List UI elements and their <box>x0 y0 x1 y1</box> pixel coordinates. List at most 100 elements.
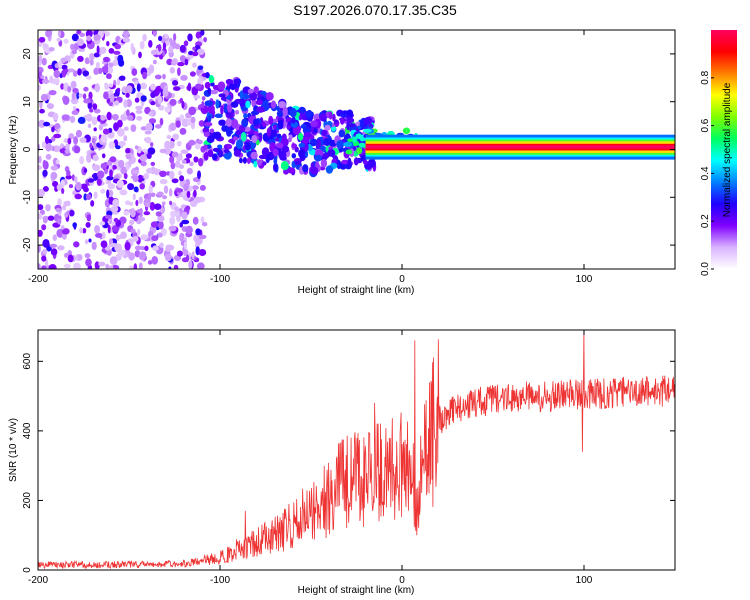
heatmap-cell <box>144 130 152 135</box>
heatmap-cell <box>124 241 131 251</box>
heatmap-cell <box>60 83 65 90</box>
heatmap-cell <box>195 237 203 245</box>
heatmap-cell <box>135 109 143 114</box>
heatmap-cell <box>207 87 212 95</box>
heatmap-cell <box>38 36 46 43</box>
heatmap-cell <box>199 184 206 191</box>
heatmap-cell <box>120 231 127 239</box>
heatmap-cell <box>217 144 223 149</box>
heatmap-cell <box>347 138 354 143</box>
colorbar-label: Normalized spectral amplitude <box>722 82 733 217</box>
heatmap-cell <box>112 198 120 208</box>
heatmap-cell <box>168 225 177 232</box>
heatmap-cell <box>173 33 177 42</box>
heatmap-cell <box>74 193 82 200</box>
heatmap-cell <box>40 93 49 102</box>
heatmap-cell <box>294 160 302 166</box>
heatmap-cell <box>356 147 363 155</box>
heatmap-cell <box>195 83 202 90</box>
snr-panel: -200 -100 0 100 0 200 400 600 Height of straig… <box>8 329 676 596</box>
heatmap-cell <box>57 245 65 251</box>
heatmap-cell <box>61 232 67 240</box>
heatmap-cell <box>143 173 150 180</box>
heatmap-cell <box>51 126 55 133</box>
heatmap-cell <box>183 183 189 192</box>
heatmap-cell <box>175 120 181 128</box>
heatmap-cell <box>203 37 208 43</box>
heatmap-cell <box>353 157 359 166</box>
heatmap-cell <box>89 142 93 149</box>
heatmap-cell <box>89 108 94 113</box>
heatmap-cell <box>206 135 215 143</box>
heatmap-cell <box>120 166 128 175</box>
heatmap-cell <box>319 113 327 121</box>
heatmap-cell <box>46 103 55 110</box>
heatmap-cell <box>217 149 223 158</box>
heatmap-cell <box>106 161 113 166</box>
heatmap-cell <box>181 118 190 127</box>
heatmap-cell <box>193 189 197 198</box>
heatmap-cell <box>251 135 258 143</box>
heatmap-cell <box>38 84 41 91</box>
heatmap-cell <box>42 186 49 192</box>
heatmap-cell <box>93 127 97 132</box>
heatmap-cell <box>92 103 98 110</box>
snr-y-label: SNR (10 * v/v) <box>8 418 19 482</box>
heatmap-cell <box>272 148 279 157</box>
heatmap-cell <box>212 147 220 152</box>
heatmap-cell <box>285 116 292 123</box>
heatmap-cell <box>179 127 187 135</box>
heatmap-cell <box>159 242 164 248</box>
heatmap-cell <box>114 43 122 50</box>
heatmap-cell <box>100 134 108 143</box>
heatmap-cell <box>255 99 263 106</box>
heatmap-cell <box>178 153 183 161</box>
heatmap-cell <box>276 133 282 139</box>
heatmap-cell <box>161 201 166 206</box>
heatmap-cell <box>66 170 71 177</box>
heatmap-cell <box>89 53 95 60</box>
x-tick-label: -100 <box>210 575 230 586</box>
heatmap-cell <box>323 138 332 146</box>
x-tick-label: -200 <box>28 274 48 285</box>
heatmap-cell <box>85 222 91 228</box>
heatmap-cell <box>173 264 179 269</box>
heatmap-cell <box>143 137 149 142</box>
heatmap-cell <box>146 167 154 174</box>
heatmap-cell <box>169 37 173 43</box>
heatmap-cell <box>169 216 176 225</box>
heatmap-cell <box>72 87 79 94</box>
heatmap-y-ticks: -20 -10 0 10 20 <box>22 48 675 252</box>
heatmap-cell <box>63 263 71 269</box>
heatmap-cell <box>181 100 185 109</box>
heatmap-cell <box>109 169 113 178</box>
heatmap-cell <box>142 71 148 80</box>
heatmap-cell <box>91 116 98 126</box>
heatmap-cell <box>176 140 182 147</box>
heatmap-cell <box>79 137 87 143</box>
heatmap-cell <box>276 105 281 112</box>
heatmap-cell <box>42 248 48 254</box>
heatmap-cell <box>321 129 328 137</box>
heatmap-cell <box>289 107 297 118</box>
heatmap-cell <box>177 67 181 76</box>
colorbar-tick-label: 0.0 <box>700 262 711 276</box>
heatmap-cell <box>137 174 143 183</box>
heatmap-cell <box>38 165 42 171</box>
heatmap-cell <box>201 101 205 109</box>
heatmap-cell <box>151 255 158 265</box>
heatmap-cell <box>185 205 191 211</box>
heatmap-cell <box>232 136 239 141</box>
heatmap-cell <box>250 151 258 160</box>
heatmap-cell <box>134 245 142 251</box>
heatmap-cell <box>94 225 101 234</box>
heatmap-cell <box>63 38 69 44</box>
heatmap-cell <box>189 161 194 167</box>
heatmap-cell <box>204 81 211 89</box>
heatmap-cell <box>108 141 116 149</box>
heatmap-cell <box>148 111 154 117</box>
heatmap-cell <box>262 161 267 166</box>
heatmap-cell <box>38 119 46 128</box>
heatmap-cell <box>97 67 103 74</box>
heatmap-cell <box>129 201 134 206</box>
